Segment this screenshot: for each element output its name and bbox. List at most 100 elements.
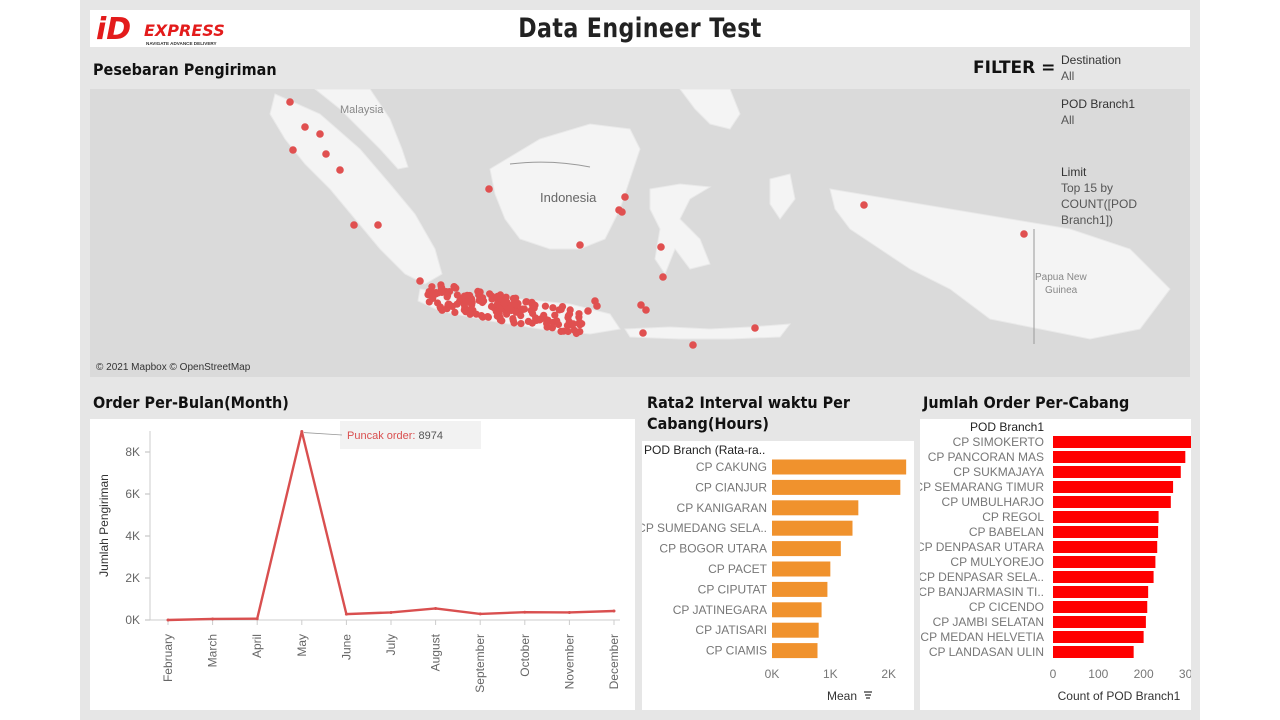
monthly-order-chart[interactable]: 0K 2K 4K 6K 8K Jumlah Pengiriman February March… bbox=[90, 419, 635, 710]
map-point[interactable] bbox=[486, 290, 494, 298]
map-point[interactable] bbox=[576, 321, 584, 329]
filter-panel[interactable]: Destination All POD Branch1 All Limit To… bbox=[1055, 50, 1190, 227]
bar[interactable] bbox=[772, 561, 831, 577]
map-point[interactable] bbox=[444, 292, 452, 300]
map-point[interactable] bbox=[428, 283, 436, 291]
bar[interactable] bbox=[772, 459, 907, 475]
line-point[interactable] bbox=[389, 610, 393, 614]
bar[interactable] bbox=[1053, 451, 1186, 463]
map-point[interactable] bbox=[451, 308, 459, 316]
bar[interactable] bbox=[1053, 646, 1134, 658]
map-point[interactable] bbox=[659, 273, 667, 281]
map-point[interactable] bbox=[424, 291, 432, 299]
filter-limit-value[interactable]: Top 15 by COUNT([POD Branch1]) bbox=[1061, 181, 1137, 227]
bar[interactable] bbox=[772, 643, 818, 659]
filter-pod-branch[interactable]: POD Branch1 All bbox=[1061, 96, 1135, 128]
map-point[interactable] bbox=[524, 317, 532, 325]
map-point[interactable] bbox=[517, 312, 525, 320]
map-point[interactable] bbox=[466, 310, 474, 318]
bar[interactable] bbox=[772, 541, 841, 557]
map-point[interactable] bbox=[557, 327, 565, 335]
map-point[interactable] bbox=[350, 221, 358, 229]
map-point[interactable] bbox=[576, 328, 584, 336]
bar[interactable] bbox=[1053, 466, 1181, 478]
map-point[interactable] bbox=[445, 300, 453, 308]
branch-order-bar-chart[interactable]: POD Branch1 CP SIMOKERTO CP PANCORAN MAS CP… bbox=[914, 419, 1199, 710]
map-points[interactable] bbox=[286, 98, 1028, 349]
filter-destination[interactable]: Destination All bbox=[1061, 52, 1121, 84]
map-point[interactable] bbox=[751, 324, 759, 332]
map-point[interactable] bbox=[477, 296, 485, 304]
map-point[interactable] bbox=[558, 303, 567, 311]
map-point[interactable] bbox=[453, 300, 461, 308]
map-point[interactable] bbox=[553, 317, 561, 325]
line-point[interactable] bbox=[344, 612, 348, 616]
bar[interactable] bbox=[1053, 511, 1159, 523]
map-point[interactable] bbox=[566, 306, 574, 314]
line-point[interactable] bbox=[523, 610, 527, 614]
map-point[interactable] bbox=[500, 300, 508, 308]
line-point[interactable] bbox=[255, 617, 259, 621]
map-point[interactable] bbox=[639, 329, 647, 337]
bar[interactable] bbox=[1053, 571, 1154, 583]
map-point[interactable] bbox=[576, 241, 584, 249]
map-point[interactable] bbox=[531, 301, 539, 309]
filter-pod-branch-value[interactable]: All bbox=[1061, 113, 1075, 127]
line-point[interactable] bbox=[211, 617, 215, 621]
bar[interactable] bbox=[1053, 496, 1171, 508]
map-point[interactable] bbox=[618, 208, 626, 216]
bar[interactable] bbox=[772, 520, 853, 536]
bar[interactable] bbox=[772, 622, 819, 638]
map-point[interactable] bbox=[432, 289, 440, 297]
map-point[interactable] bbox=[316, 130, 324, 138]
map-point[interactable] bbox=[543, 323, 551, 331]
map-point[interactable] bbox=[485, 185, 493, 193]
bar[interactable] bbox=[1053, 601, 1148, 613]
bar[interactable] bbox=[1053, 526, 1159, 538]
bar[interactable] bbox=[1053, 481, 1174, 493]
map-point[interactable] bbox=[487, 302, 496, 311]
line-series[interactable] bbox=[167, 431, 615, 622]
map-point[interactable] bbox=[527, 306, 535, 314]
bar[interactable] bbox=[1053, 616, 1146, 628]
bar[interactable] bbox=[772, 581, 828, 597]
bar[interactable] bbox=[772, 500, 859, 516]
bar[interactable] bbox=[1053, 631, 1144, 643]
map-point[interactable] bbox=[479, 313, 487, 321]
line-point[interactable] bbox=[612, 609, 616, 613]
map-point[interactable] bbox=[289, 146, 297, 154]
line-point[interactable] bbox=[166, 618, 170, 622]
interval-bar-chart[interactable]: POD Branch (Rata-ra.. CP CAKUNG CP CIANJUR… bbox=[637, 441, 914, 710]
map-point[interactable] bbox=[438, 288, 446, 296]
bar[interactable] bbox=[772, 602, 822, 618]
map-point[interactable] bbox=[689, 341, 697, 349]
map-point[interactable] bbox=[637, 301, 645, 309]
map-point[interactable] bbox=[462, 298, 470, 306]
map-point[interactable] bbox=[472, 310, 480, 318]
map-point[interactable] bbox=[450, 283, 458, 291]
map-point[interactable] bbox=[453, 291, 461, 299]
map-point[interactable] bbox=[621, 193, 629, 201]
line-point[interactable] bbox=[567, 610, 571, 614]
sort-icon[interactable] bbox=[864, 691, 872, 699]
map-point[interactable] bbox=[374, 221, 382, 229]
line-point[interactable] bbox=[300, 430, 304, 434]
map-point[interactable] bbox=[463, 291, 471, 299]
map-point[interactable] bbox=[860, 201, 868, 209]
bar[interactable] bbox=[1053, 586, 1149, 598]
map-point[interactable] bbox=[551, 311, 559, 319]
map-point[interactable] bbox=[1020, 230, 1028, 238]
bar[interactable] bbox=[772, 479, 901, 495]
map-point[interactable] bbox=[468, 301, 476, 309]
map-point[interactable] bbox=[584, 307, 592, 315]
map-point[interactable] bbox=[286, 98, 294, 106]
map-point[interactable] bbox=[510, 319, 518, 327]
shipment-map[interactable]: Malaysia Indonesia Papua New Guinea © 202… bbox=[90, 89, 1190, 377]
map-canvas[interactable]: Malaysia Indonesia Papua New Guinea bbox=[90, 89, 1190, 377]
map-point[interactable] bbox=[517, 320, 525, 328]
bar[interactable] bbox=[1053, 436, 1192, 448]
map-point[interactable] bbox=[540, 311, 548, 319]
map-point[interactable] bbox=[564, 312, 572, 320]
map-point[interactable] bbox=[434, 299, 442, 307]
